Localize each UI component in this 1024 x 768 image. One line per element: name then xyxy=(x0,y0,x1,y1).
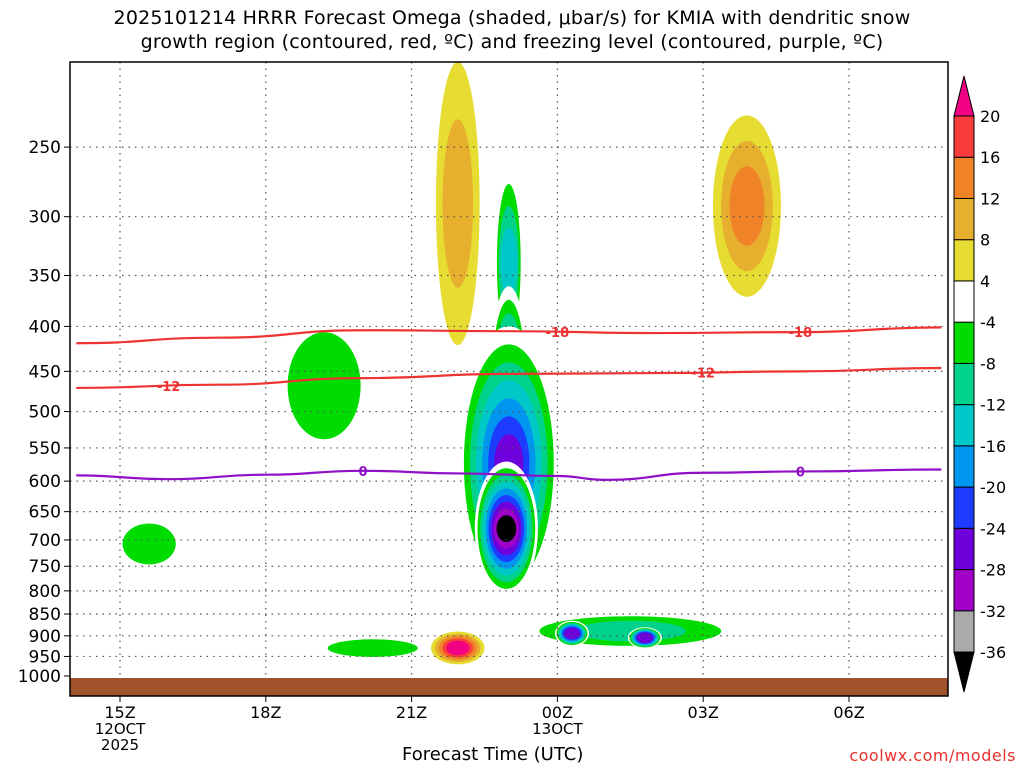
x-tick-label-00Z: 00Z xyxy=(542,703,573,722)
colorbar-box-8 xyxy=(953,321,975,364)
colorbar-box-3 xyxy=(953,527,975,571)
x-tick-sublabel-2025: 2025 xyxy=(101,736,139,754)
colorbar-label--16: -16 xyxy=(980,437,1006,456)
y-tick-label-600: 600 xyxy=(29,472,61,492)
low-ascent-west-shade--8 xyxy=(327,639,418,657)
contour-label--18-0: -18 xyxy=(546,326,570,341)
title-line-1: 2025101214 HRRR Forecast Omega (shaded, … xyxy=(113,7,911,29)
descent-lowlevel-shade-20 xyxy=(446,640,470,656)
contour--18 xyxy=(76,326,942,345)
colorbar-box-5 xyxy=(953,445,975,488)
y-tick-label-500: 500 xyxy=(29,403,61,423)
y-tick-label-900: 900 xyxy=(29,627,61,647)
x-tick-sublabel-12OCT: 12OCT xyxy=(95,720,146,738)
y-tick-label-800: 800 xyxy=(29,582,61,602)
temperature-contours: -18 -18 -12 -12 0 0 xyxy=(76,326,942,481)
ascent-west-shade--8 xyxy=(287,332,361,440)
contour-label--18-1: -18 xyxy=(789,326,813,341)
colorbar-box-12 xyxy=(953,156,975,199)
colorbar-label--12: -12 xyxy=(980,396,1006,415)
x-tick-label-03Z: 03Z xyxy=(688,703,719,722)
colorbar-label-12: 12 xyxy=(980,189,1000,208)
descent-plume-upper-shade-8 xyxy=(442,119,474,288)
colorbar-box-6 xyxy=(953,404,975,447)
colorbar-label-16: 16 xyxy=(980,148,1000,167)
colorbar-label--24: -24 xyxy=(980,519,1006,538)
colorbar-box-9 xyxy=(953,280,975,323)
colorbar-lower-triangle xyxy=(953,651,975,693)
colorbar-label--28: -28 xyxy=(980,561,1006,580)
y-tick-label-750: 750 xyxy=(29,557,61,577)
x-tick-sublabel-13OCT: 13OCT xyxy=(532,720,583,738)
y-tick-label-650: 650 xyxy=(29,503,61,523)
colorbar-box-4 xyxy=(953,486,975,529)
y-tick-label-1000: 1000 xyxy=(18,667,61,687)
y-tick-label-250: 250 xyxy=(29,138,61,158)
chart-title: 2025101214 HRRR Forecast Omega (shaded, … xyxy=(0,6,1024,54)
y-tick-label-550: 550 xyxy=(29,439,61,459)
colorbar: -36 -32 -28 -24 -20 -16 -12 -8 -4 4 8 12 16 20 xyxy=(953,75,1006,693)
colorbar-box-2 xyxy=(953,569,975,612)
low-ascent-core-shade--28 xyxy=(563,627,581,640)
contour--12 xyxy=(76,366,942,390)
contour-0 xyxy=(76,468,942,481)
credit-link[interactable]: coolwx.com/models xyxy=(849,746,1016,765)
pressure-axis: 2503003504004505005506006507007508008509… xyxy=(18,138,70,687)
y-tick-label-950: 950 xyxy=(29,647,61,667)
y-tick-label-300: 300 xyxy=(29,208,61,228)
ascent-tower-upper-shade--16 xyxy=(500,227,518,298)
colorbar-box-7 xyxy=(953,362,975,406)
ground xyxy=(70,678,948,696)
ground-surface xyxy=(70,678,948,696)
y-tick-label-350: 350 xyxy=(29,266,61,286)
colorbar-label--20: -20 xyxy=(980,478,1006,497)
colorbar-label-4: 4 xyxy=(980,272,990,291)
contour-label--12-1: -12 xyxy=(691,366,715,381)
colorbar-label--32: -32 xyxy=(980,602,1006,621)
x-tick-label-06Z: 06Z xyxy=(833,703,864,722)
y-tick-label-700: 700 xyxy=(29,531,61,551)
contour-label-0-0: 0 xyxy=(358,465,367,480)
descent-east-shade-12 xyxy=(729,166,765,246)
x-tick-label-21Z: 21Z xyxy=(396,703,427,722)
plot-frame xyxy=(69,61,949,697)
x-tick-label-15Z: 15Z xyxy=(104,703,135,722)
colorbar-box-13 xyxy=(953,115,975,158)
colorbar-label-20: 20 xyxy=(980,107,1000,126)
y-tick-label-450: 450 xyxy=(29,362,61,382)
y-tick-label-850: 850 xyxy=(29,605,61,625)
title-line-2: growth region (contoured, red, ºC) and f… xyxy=(140,31,884,53)
colorbar-label--4: -4 xyxy=(980,313,996,332)
ascent-far-west-shade--8 xyxy=(122,523,176,565)
x-axis-title: Forecast Time (UTC) xyxy=(402,744,584,765)
contour-label--12-0: -12 xyxy=(157,380,181,395)
colorbar-label--8: -8 xyxy=(980,354,996,373)
updraft-core-shade--36 xyxy=(496,515,517,542)
omega-shading xyxy=(107,62,781,665)
y-tick-label-400: 400 xyxy=(29,317,61,337)
colorbar-label-8: 8 xyxy=(980,231,990,250)
colorbar-box-1 xyxy=(953,610,975,653)
colorbar-box-11 xyxy=(953,197,975,241)
colorbar-upper-triangle xyxy=(953,75,975,117)
low-ascent-core-2-shade--28 xyxy=(636,632,653,644)
colorbar-label--36: -36 xyxy=(980,643,1006,662)
colorbar-box-10 xyxy=(953,239,975,282)
contour-label-0-1: 0 xyxy=(796,465,805,480)
x-tick-label-18Z: 18Z xyxy=(250,703,281,722)
